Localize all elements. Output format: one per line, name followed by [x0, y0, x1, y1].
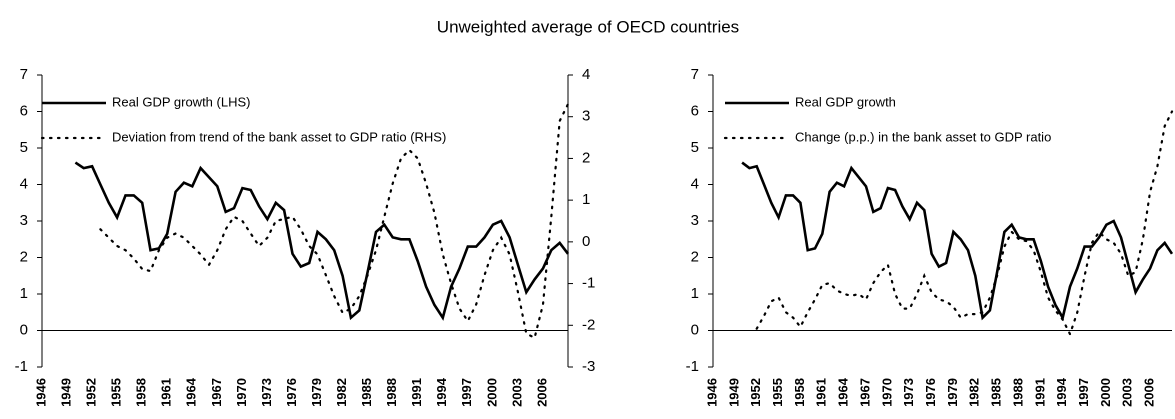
x-tick-label: 1973: [901, 378, 916, 407]
legend-label: Real GDP growth (LHS): [112, 94, 250, 109]
y2-tick-label: -3: [582, 358, 595, 375]
series-line: [741, 161, 1174, 322]
x-tick-label: 1964: [184, 377, 199, 407]
x-tick-label: 1949: [726, 378, 741, 407]
y2-tick-label: 1: [582, 191, 590, 208]
x-tick-label: 1970: [879, 378, 894, 407]
x-tick-label: 1982: [334, 378, 349, 407]
x-tick-label: 1991: [1032, 378, 1047, 407]
x-tick-label: 1961: [159, 378, 174, 407]
x-tick-label: 1994: [434, 377, 449, 407]
chart-title: Unweighted average of OECD countries: [437, 17, 739, 36]
x-tick-label: 1979: [309, 378, 324, 407]
series-line: [755, 110, 1174, 337]
x-tick-label: 2000: [484, 378, 499, 407]
y-tick-label: -1: [15, 358, 28, 375]
x-tick-label: 1979: [945, 378, 960, 407]
y-tick-label: 0: [691, 321, 699, 338]
x-tick-label: 1958: [792, 378, 807, 407]
x-tick-label: 1949: [58, 378, 73, 407]
x-tick-label: 1997: [1076, 378, 1091, 407]
x-tick-label: 1946: [704, 378, 719, 407]
x-tick-label: 2003: [1120, 378, 1135, 407]
series-line: [74, 161, 570, 321]
legend-label: Change (p.p.) in the bank asset to GDP r…: [795, 129, 1051, 144]
y-tick-label: 5: [691, 139, 699, 156]
y-tick-label: 2: [691, 248, 699, 265]
x-tick-label: 1946: [33, 378, 48, 407]
y2-tick-label: 3: [582, 108, 590, 125]
x-tick-label: 1973: [259, 378, 274, 407]
x-tick-label: 1985: [359, 378, 374, 407]
x-tick-label: 1994: [1054, 377, 1069, 407]
x-tick-label: 2006: [1142, 378, 1157, 407]
x-tick-label: 1976: [284, 378, 299, 407]
y-tick-label: 7: [691, 66, 699, 83]
x-tick-label: 1970: [234, 378, 249, 407]
y2-tick-label: 4: [582, 66, 590, 83]
x-tick-label: 1955: [109, 378, 124, 407]
x-tick-label: 1967: [209, 378, 224, 407]
x-tick-label: 1982: [967, 378, 982, 407]
y-tick-label: 3: [691, 212, 699, 229]
x-tick-label: 1961: [814, 378, 829, 407]
legend-label: Real GDP growth: [795, 94, 896, 109]
x-tick-label: 2000: [1098, 378, 1113, 407]
x-tick-label: 2006: [534, 378, 549, 407]
y-tick-label: 5: [20, 139, 28, 156]
y2-tick-label: 2: [582, 149, 590, 166]
x-tick-label: 1985: [989, 378, 1004, 407]
y-tick-label: 0: [20, 321, 28, 338]
y-tick-label: 1: [691, 285, 699, 302]
x-tick-label: 1997: [459, 378, 474, 407]
x-tick-label: 1988: [1010, 378, 1025, 407]
y-tick-label: 4: [20, 175, 28, 192]
x-tick-label: 1976: [923, 378, 938, 407]
x-tick-label: 1952: [748, 378, 763, 407]
x-tick-label: 1967: [857, 378, 872, 407]
y2-tick-label: -1: [582, 275, 595, 292]
y-tick-label: 3: [20, 212, 28, 229]
y-tick-label: 4: [691, 175, 699, 192]
x-tick-label: 2003: [509, 378, 524, 407]
y-tick-label: 2: [20, 248, 28, 265]
x-tick-label: 1958: [134, 378, 149, 407]
x-tick-label: 1955: [770, 378, 785, 407]
y2-tick-label: -2: [582, 316, 595, 333]
y-tick-label: 6: [691, 102, 699, 119]
y-tick-label: 7: [20, 66, 28, 83]
x-tick-label: 1991: [409, 378, 424, 407]
legend-label: Deviation from trend of the bank asset t…: [112, 129, 446, 144]
x-tick-label: 1988: [384, 378, 399, 407]
y2-tick-label: 0: [582, 233, 590, 250]
y-tick-label: 1: [20, 285, 28, 302]
y-tick-label: 6: [20, 102, 28, 119]
x-tick-label: 1964: [836, 377, 851, 407]
y-tick-label: -1: [686, 358, 699, 375]
series-line: [99, 103, 570, 340]
x-tick-label: 1952: [84, 378, 99, 407]
